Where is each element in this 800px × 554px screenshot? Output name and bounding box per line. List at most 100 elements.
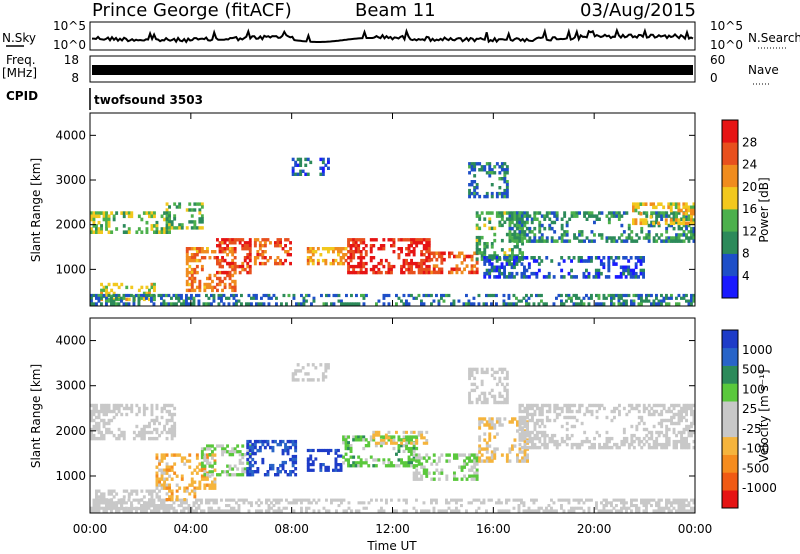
velocity-cell [550, 433, 554, 438]
power-cell [612, 239, 616, 243]
power-cell [168, 230, 171, 234]
velocity-cell [337, 463, 340, 467]
power-cell [172, 293, 176, 298]
power-cell [175, 205, 179, 209]
velocity-cell [440, 471, 444, 475]
velocity-cell [642, 427, 646, 432]
velocity-cell [160, 483, 164, 487]
velocity-cell [230, 498, 233, 502]
power-cell [468, 165, 471, 169]
power-cell [672, 211, 676, 215]
power-cell [545, 275, 549, 279]
power-cell [580, 302, 583, 306]
velocity-cell [473, 474, 477, 478]
velocity-cell [102, 409, 106, 414]
velocity-cell [92, 403, 96, 408]
velocity-cell [531, 406, 534, 411]
colorbar-swatch [722, 401, 738, 420]
power-cell [478, 248, 482, 252]
power-cell [518, 217, 522, 221]
velocity-cell [445, 498, 448, 502]
power-cell [530, 239, 534, 243]
power-cell [518, 220, 522, 225]
velocity-cell [145, 501, 148, 505]
velocity-cell [407, 446, 411, 451]
velocity-cell [243, 453, 247, 457]
velocity-cell [307, 501, 311, 505]
power-cell [652, 202, 655, 206]
power-cell [211, 279, 214, 284]
power-cell [185, 256, 189, 260]
velocity-cell [521, 403, 524, 408]
velocity-cell [340, 498, 343, 502]
velocity-cell [440, 468, 444, 472]
power-cell [493, 268, 497, 273]
power-cell [347, 270, 350, 275]
velocity-cell [538, 424, 542, 429]
velocity-cell [271, 445, 275, 450]
velocity-cell [97, 501, 101, 505]
velocity-cell [677, 412, 681, 417]
velocity-cell [488, 456, 492, 460]
power-cell [362, 238, 366, 242]
velocity-cell [102, 436, 106, 441]
velocity-cell [246, 439, 250, 444]
power-cell [632, 202, 635, 206]
velocity-cell [311, 448, 315, 453]
power-cell [223, 241, 227, 245]
velocity-cell [475, 453, 479, 457]
power-cell [572, 293, 576, 298]
velocity-cell [630, 504, 633, 508]
velocity-cell [286, 448, 290, 453]
power-cell [530, 293, 533, 298]
power-cell [642, 299, 646, 303]
power-cell [231, 288, 235, 293]
velocity-cell [690, 424, 693, 429]
velocity-cell [610, 436, 614, 441]
power-cell [690, 221, 693, 226]
power-cell [92, 224, 96, 228]
power-cell [362, 241, 366, 245]
power-cell [148, 214, 151, 219]
power-cell [500, 248, 504, 252]
velocity-cell [453, 471, 456, 475]
power-cell [228, 250, 232, 254]
power-cell [532, 259, 536, 263]
velocity-cell [548, 436, 552, 441]
velocity-cell [517, 498, 521, 502]
velocity-cell [672, 412, 676, 417]
power-cell [500, 262, 504, 266]
power-cell [687, 214, 691, 218]
power-cell [258, 253, 262, 257]
power-cell [352, 250, 356, 254]
power-cell [359, 270, 363, 275]
power-cell [665, 214, 669, 218]
power-cell [515, 259, 519, 263]
power-cell [602, 293, 606, 298]
power-cell [642, 236, 646, 240]
velocity-cell [193, 468, 197, 472]
power-cell [672, 217, 676, 221]
velocity-cell [405, 444, 408, 448]
velocity-cell [680, 506, 683, 510]
power-cell [483, 262, 487, 266]
velocity-cell [605, 509, 608, 513]
power-cell [385, 293, 388, 298]
velocity-cell [248, 473, 252, 477]
velocity-cell [206, 447, 209, 451]
power-cell [450, 251, 454, 256]
power-cell [364, 244, 368, 248]
power-cell [198, 282, 202, 287]
velocity-cell [165, 492, 169, 496]
velocity-cell [110, 492, 114, 496]
velocity-cell [417, 430, 421, 434]
velocity-cell [175, 453, 179, 457]
power-cell [513, 245, 517, 249]
power-cell [397, 238, 401, 242]
power-cell [607, 211, 611, 215]
velocity-cell [374, 464, 378, 468]
power-cell [508, 259, 511, 263]
power-cell [684, 208, 688, 213]
power-cell [309, 247, 313, 251]
velocity-cell [112, 495, 116, 499]
